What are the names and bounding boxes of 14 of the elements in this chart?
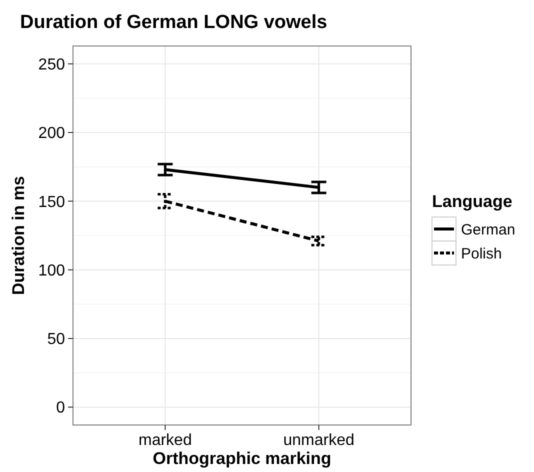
y-tick-label: 100 [38, 262, 66, 280]
legend-label: Polish [461, 245, 502, 262]
x-axis-title: Orthographic marking [152, 449, 332, 468]
y-tick-label: 0 [56, 400, 66, 417]
legend-title: Language [432, 192, 512, 211]
y-tick-label: 50 [47, 331, 66, 348]
x-tick-label: marked [138, 432, 192, 449]
y-tick-label: 200 [38, 125, 66, 142]
y-axis-title: Duration in ms [9, 176, 28, 296]
chart-title: Duration of German LONG vowels [20, 12, 328, 33]
legend-label: German [461, 221, 516, 238]
y-tick-label: 250 [38, 56, 66, 74]
x-tick-label: unmarked [283, 432, 354, 449]
y-tick-label: 150 [38, 194, 66, 211]
